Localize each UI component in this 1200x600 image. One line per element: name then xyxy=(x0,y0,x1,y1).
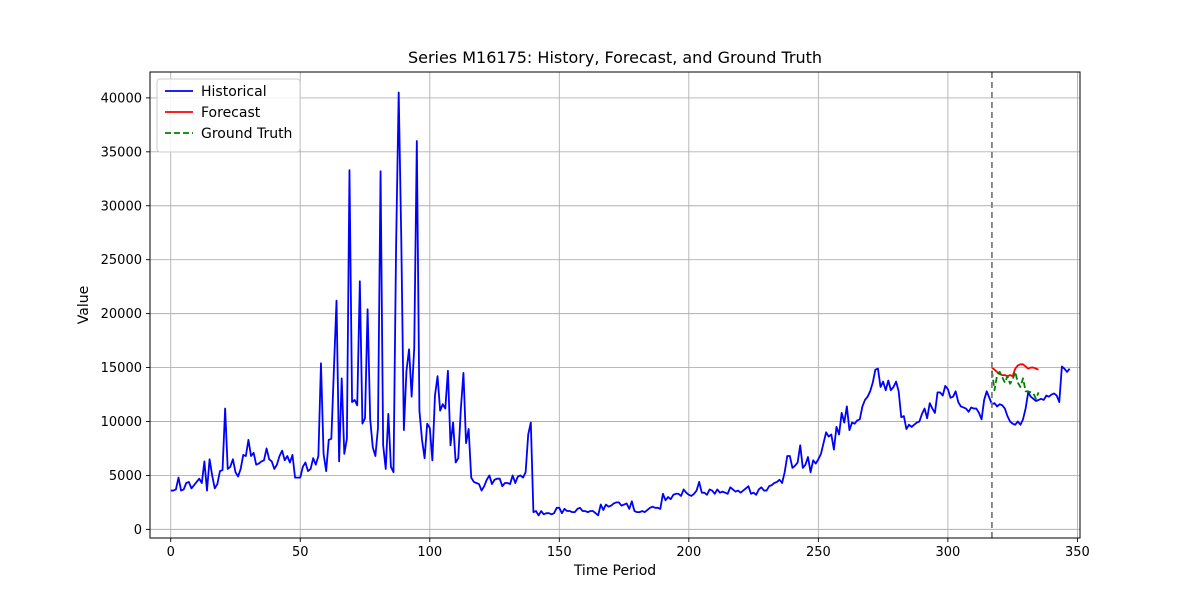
plot-area-frame xyxy=(149,71,1081,539)
x-tick-label: 0 xyxy=(167,545,175,560)
y-tick-label: 40000 xyxy=(101,91,142,106)
x-tick-label: 300 xyxy=(935,545,960,560)
y-tick-label: 25000 xyxy=(101,253,142,268)
y-tick-label: 35000 xyxy=(101,145,142,160)
x-tick-label: 50 xyxy=(292,545,309,560)
series-line-3 xyxy=(991,370,1040,400)
grid-lines xyxy=(150,72,1080,538)
chart-title: Series M16175: History, Forecast, and Gr… xyxy=(408,48,822,67)
y-tick-label: 20000 xyxy=(101,307,142,322)
y-tick-label: 15000 xyxy=(101,361,142,376)
series-line-1 xyxy=(170,91,1071,517)
x-tick-label: 150 xyxy=(547,545,572,560)
x-axis-label: Time Period xyxy=(573,563,656,579)
x-tick-label: 250 xyxy=(806,545,831,560)
series-line-2 xyxy=(991,363,1039,378)
legend-label-1: Historical xyxy=(201,84,267,100)
x-tick-label: 200 xyxy=(676,545,701,560)
x-tick-label: 100 xyxy=(417,545,442,560)
y-tick-label: 0 xyxy=(134,523,142,538)
legend: Historical Forecast Ground Truth xyxy=(156,78,301,153)
legend-label-2: Forecast xyxy=(201,105,261,121)
legend-label-3: Ground Truth xyxy=(201,126,292,142)
y-tick-label: 10000 xyxy=(101,415,142,430)
axis-ticks: 0 50 100 150 200 250 300 350 0 5000 10000 15000 2000… xyxy=(101,91,1090,560)
y-tick-label: 30000 xyxy=(101,199,142,214)
x-tick-label: 350 xyxy=(1065,545,1090,560)
series-lines xyxy=(170,91,1071,517)
y-axis-label: Value xyxy=(76,286,92,324)
y-tick-label: 5000 xyxy=(109,469,142,484)
